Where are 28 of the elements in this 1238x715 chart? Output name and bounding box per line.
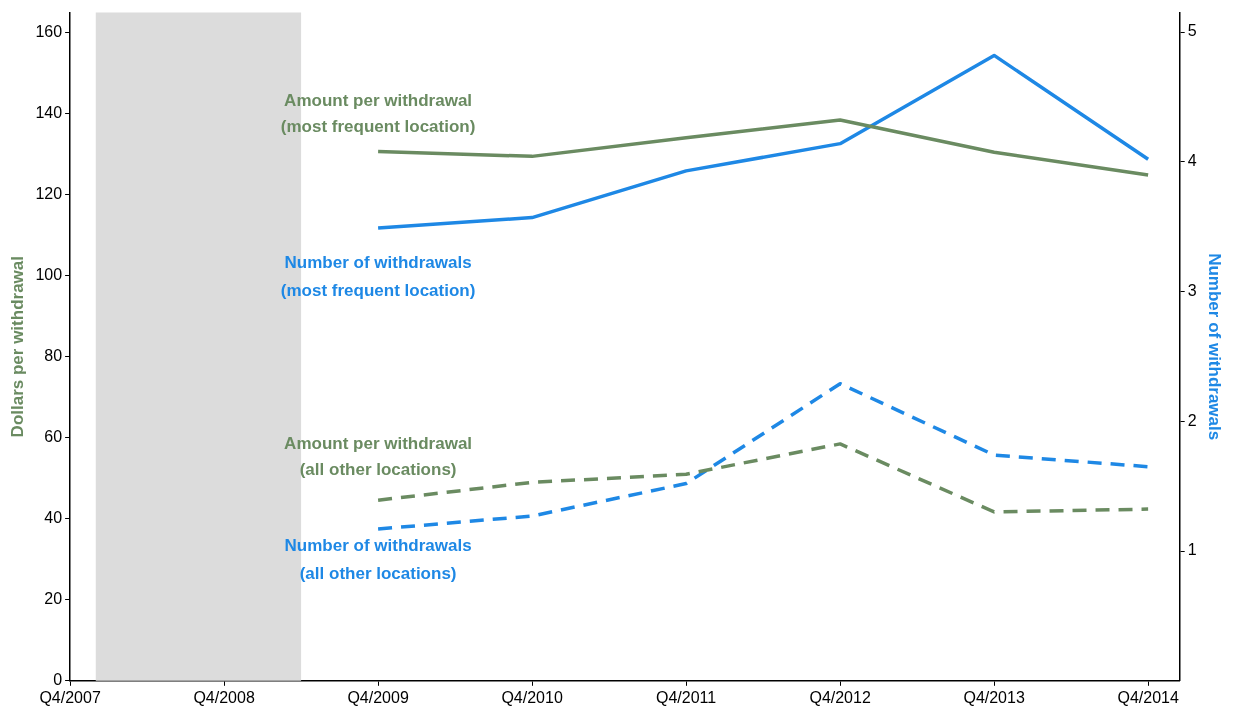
y2-tick-label: 1 <box>1187 541 1197 559</box>
y-tick-label: 0 <box>53 671 63 689</box>
series-label: Number of withdrawals (most frequent location) <box>280 252 476 300</box>
x-tick-label: Q4/2012 <box>809 688 871 706</box>
y2-tick-label: 2 <box>1187 411 1197 429</box>
x-tick-label: Q4/2009 <box>347 688 409 706</box>
y-tick-label: 140 <box>35 104 63 122</box>
series-label: Amount per withdrawal (all other locations) <box>284 433 473 479</box>
y-tick-label: 60 <box>44 428 63 446</box>
y-tick-label: 160 <box>35 23 63 41</box>
x-tick-label: Q4/2007 <box>39 688 101 706</box>
x-tick-label: Q4/2013 <box>963 688 1025 706</box>
x-tick-label: Q4/2014 <box>1117 688 1179 706</box>
x-tick-label: Q4/2010 <box>501 688 563 706</box>
x-tick-label: Q4/2008 <box>193 688 255 706</box>
series-label: Number of withdrawals (all other locations) <box>284 535 472 583</box>
y2-axis-title: Number of withdrawals <box>1205 253 1225 441</box>
y-tick-label: 100 <box>35 266 63 284</box>
y2-tick-label: 3 <box>1187 281 1197 299</box>
y-axis-title: Dollars per withdrawal <box>7 256 27 438</box>
y2-tick-label: 5 <box>1187 22 1197 40</box>
y-tick-label: 80 <box>44 347 63 365</box>
y-tick-label: 120 <box>35 185 63 203</box>
x-tick-label: Q4/2011 <box>656 688 717 706</box>
y-tick-label: 40 <box>44 509 63 527</box>
series-label: Amount per withdrawal (most frequent location) <box>280 91 476 137</box>
y2-tick-label: 4 <box>1187 152 1197 170</box>
y-tick-label: 20 <box>44 590 63 608</box>
